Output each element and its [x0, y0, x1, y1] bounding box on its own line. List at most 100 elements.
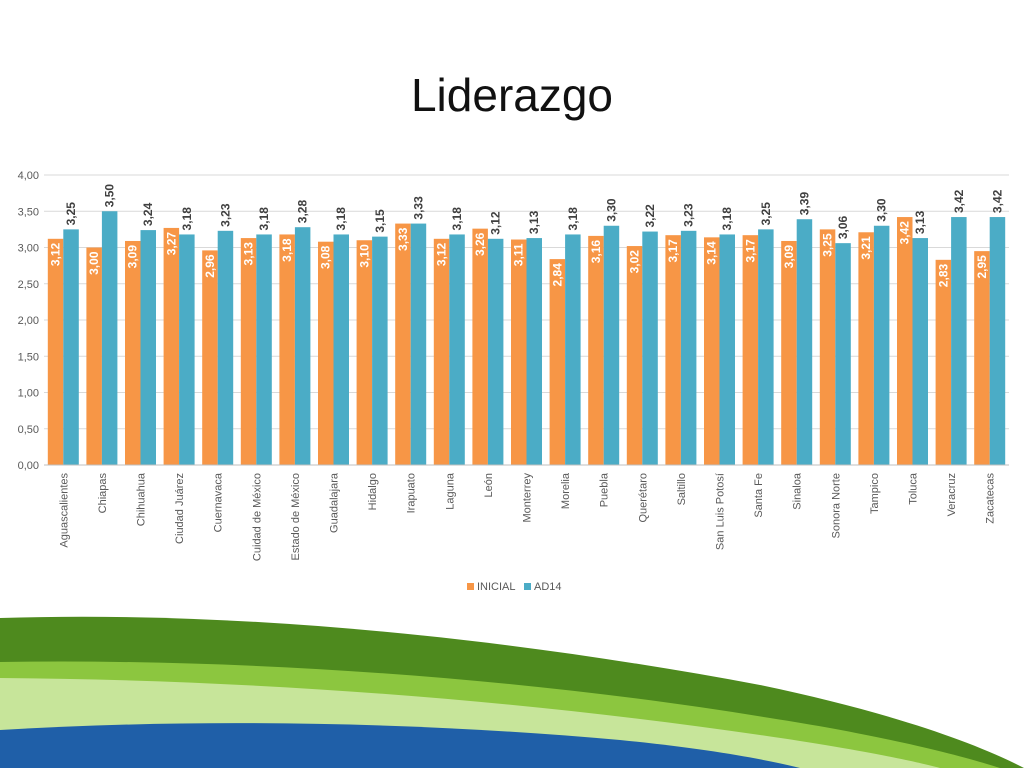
bar-inicial	[202, 250, 218, 465]
x-category-label: Ciudad Juárez	[174, 473, 186, 544]
data-label: 3,14	[705, 241, 719, 265]
bar-inicial	[86, 247, 102, 465]
data-label: 2,84	[550, 263, 564, 287]
bar-inicial	[897, 217, 913, 465]
bar-inicial	[665, 235, 681, 465]
data-label: 2,96	[203, 254, 217, 278]
bar-ad14	[449, 234, 465, 465]
bar-ad14	[758, 229, 774, 465]
data-label: 3,33	[396, 227, 410, 251]
bar-ad14	[873, 225, 890, 465]
data-label: 3,50	[103, 184, 117, 208]
bar-inicial	[858, 232, 874, 465]
bar-ad14	[680, 230, 697, 465]
data-label: 3,26	[473, 232, 487, 256]
y-tick-label: 2,00	[18, 315, 39, 327]
legend-label: INICIAL	[477, 581, 516, 593]
bar-ad14	[101, 211, 118, 465]
data-label: 3,30	[604, 198, 618, 222]
bar-inicial	[356, 240, 373, 465]
x-category-label: Querétaro	[637, 473, 649, 523]
data-label: 3,23	[682, 203, 696, 227]
data-label: 3,10	[357, 244, 371, 268]
x-category-label: Sinaloa	[792, 472, 804, 510]
data-label: 3,16	[589, 240, 603, 264]
y-tick-label: 3,50	[18, 206, 39, 218]
bar-inicial	[47, 238, 64, 465]
x-category-label: Laguna	[444, 472, 456, 510]
bar-inicial	[240, 238, 257, 465]
data-label: 3,42	[952, 189, 966, 213]
x-category-label: Chiapas	[97, 473, 109, 514]
bar-ad14	[140, 230, 156, 465]
bar-ad14	[719, 234, 735, 465]
data-label: 3,25	[64, 202, 78, 226]
data-label: 3,12	[435, 242, 449, 266]
x-category-label: Morelia	[560, 472, 572, 509]
bar-ad14	[912, 238, 928, 465]
x-category-label: Monterrey	[522, 473, 534, 523]
data-label: 3,02	[628, 250, 642, 274]
data-label: 3,18	[257, 207, 271, 231]
data-label: 3,12	[49, 242, 63, 266]
bar-inicial	[819, 229, 836, 465]
legend-swatch	[524, 583, 531, 590]
bar-inicial	[395, 223, 411, 465]
x-category-label: Estado de México	[290, 473, 302, 560]
bar-ad14	[179, 234, 195, 465]
data-label: 3,42	[898, 221, 912, 245]
data-label: 3,17	[743, 239, 757, 263]
data-label: 3,00	[87, 251, 101, 275]
data-labels: 3,12 3,25 3,00 3,50 3,09 3,24 3,27 3,18 2,96 3,23…	[49, 184, 1005, 288]
data-label: 3,24	[141, 202, 155, 226]
data-label: 3,18	[334, 207, 348, 231]
x-category-label: Zacatecas	[985, 473, 997, 524]
bar-ad14	[989, 217, 1006, 465]
x-category-label: Puebla	[599, 472, 611, 507]
bar-inicial	[742, 235, 759, 465]
data-label: 3,18	[450, 207, 464, 231]
bar-inicial	[318, 241, 334, 465]
x-category-label: Veracruz	[946, 473, 958, 516]
data-label: 3,25	[821, 233, 835, 257]
data-label: 3,25	[759, 202, 773, 226]
bar-inicial	[279, 234, 295, 465]
bar-ad14	[835, 243, 851, 465]
bar-inicial	[935, 259, 952, 465]
bar-inicial	[511, 239, 527, 465]
data-label: 3,13	[913, 210, 927, 234]
bar-inicial	[588, 235, 604, 465]
data-label: 3,06	[836, 215, 850, 239]
data-label: 3,30	[875, 198, 889, 222]
bar-ad14	[642, 231, 658, 465]
legend-label: AD14	[534, 581, 562, 593]
bar-ad14	[796, 219, 813, 465]
bar-inicial	[781, 240, 797, 465]
x-category-label: Tampico	[869, 473, 881, 514]
slide-title: Liderazgo	[410, 69, 614, 121]
y-tick-label: 2,50	[18, 279, 39, 291]
x-category-label: Irapuato	[406, 473, 418, 513]
x-category-label: Toluca	[908, 472, 920, 505]
bar-ad14	[487, 238, 504, 465]
decorative-wave-banner	[0, 616, 1024, 768]
data-label: 2,83	[936, 264, 950, 288]
bar-inicial	[974, 251, 990, 465]
data-label: 3,09	[126, 245, 140, 269]
x-category-label: Saltillo	[676, 473, 688, 505]
data-label: 3,15	[373, 209, 387, 233]
bar-inicial	[704, 237, 720, 465]
data-label: 3,27	[164, 232, 178, 256]
data-label: 3,33	[411, 196, 425, 220]
y-tick-label: 0,00	[18, 460, 39, 472]
y-tick-label: 1,50	[18, 351, 39, 363]
data-label: 3,18	[720, 207, 734, 231]
data-label: 2,95	[975, 255, 989, 279]
data-label: 3,21	[859, 236, 873, 260]
x-category-label: Santa Fe	[753, 473, 765, 518]
data-label: 3,28	[296, 200, 310, 224]
data-label: 3,23	[218, 203, 232, 227]
y-tick-label: 3,00	[18, 243, 39, 255]
bar-chart: 3,12 3,25 3,00 3,50 3,09 3,24 3,27 3,18 2,96 3,23…	[18, 170, 1009, 593]
bar-ad14	[565, 234, 581, 465]
